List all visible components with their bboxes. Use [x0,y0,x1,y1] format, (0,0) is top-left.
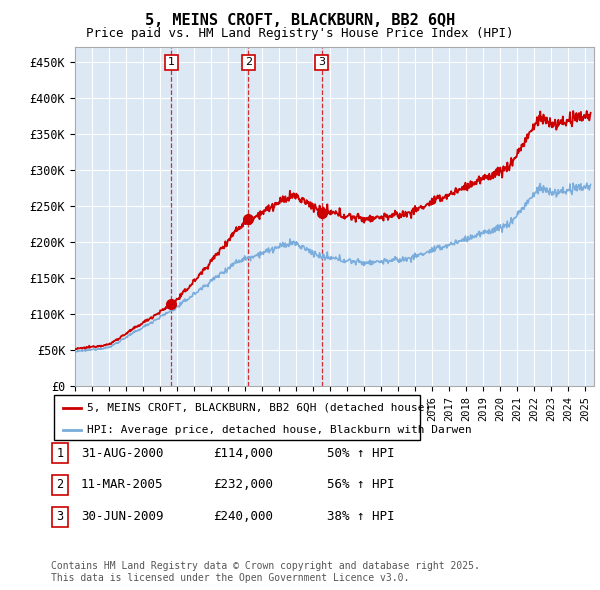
Text: 31-AUG-2000: 31-AUG-2000 [81,447,163,460]
FancyBboxPatch shape [52,507,68,527]
Text: 1: 1 [168,57,175,67]
Text: 1: 1 [56,447,64,460]
Text: Contains HM Land Registry data © Crown copyright and database right 2025.
This d: Contains HM Land Registry data © Crown c… [51,561,480,583]
Text: 30-JUN-2009: 30-JUN-2009 [81,510,163,523]
Text: Price paid vs. HM Land Registry's House Price Index (HPI): Price paid vs. HM Land Registry's House … [86,27,514,40]
Text: 3: 3 [56,510,64,523]
Text: 2: 2 [56,478,64,491]
Text: 38% ↑ HPI: 38% ↑ HPI [327,510,395,523]
Text: 11-MAR-2005: 11-MAR-2005 [81,478,163,491]
Text: £114,000: £114,000 [213,447,273,460]
Text: HPI: Average price, detached house, Blackburn with Darwen: HPI: Average price, detached house, Blac… [87,425,472,435]
FancyBboxPatch shape [52,443,68,463]
FancyBboxPatch shape [54,395,420,440]
FancyBboxPatch shape [52,475,68,495]
Text: 56% ↑ HPI: 56% ↑ HPI [327,478,395,491]
Text: 50% ↑ HPI: 50% ↑ HPI [327,447,395,460]
Text: £232,000: £232,000 [213,478,273,491]
Text: 2: 2 [245,57,252,67]
Text: 5, MEINS CROFT, BLACKBURN, BB2 6QH (detached house): 5, MEINS CROFT, BLACKBURN, BB2 6QH (deta… [87,403,431,412]
Text: 5, MEINS CROFT, BLACKBURN, BB2 6QH: 5, MEINS CROFT, BLACKBURN, BB2 6QH [145,13,455,28]
Text: 3: 3 [318,57,325,67]
Text: £240,000: £240,000 [213,510,273,523]
